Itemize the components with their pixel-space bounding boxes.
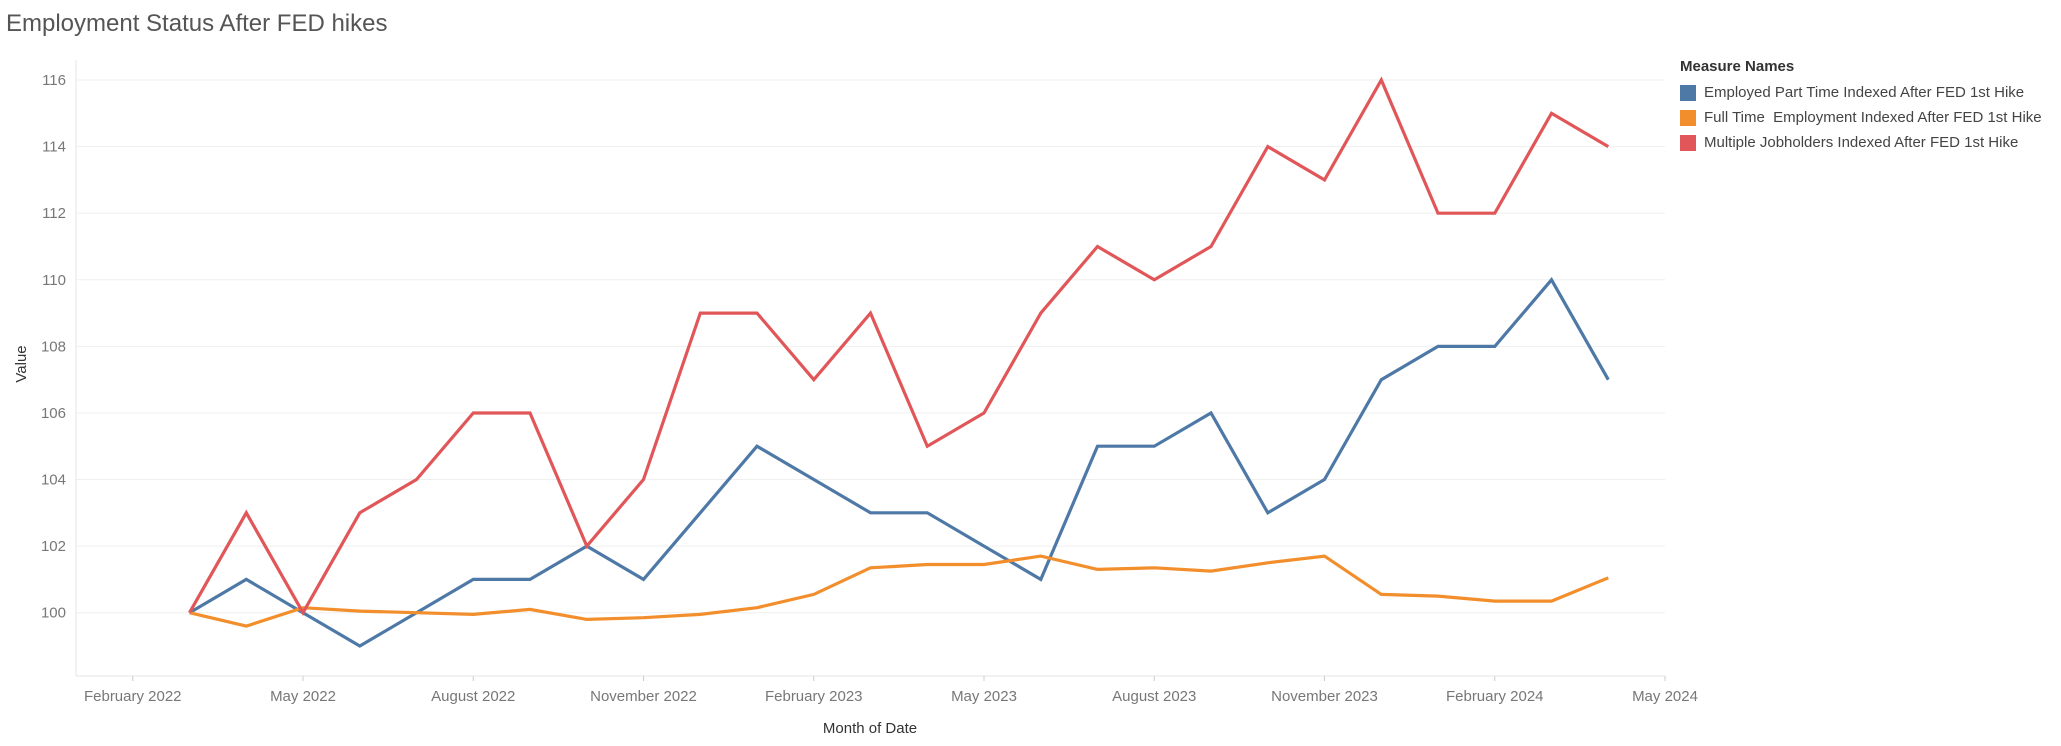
y-tick-label: 102 [41,538,66,555]
gridlines [75,60,1665,677]
legend-label: Employed Part Time Indexed After FED 1st… [1704,84,2025,101]
series-line-2 [189,554,1609,628]
x-tick-label: February 2023 [765,688,863,705]
y-tick-label: 116 [42,72,66,89]
y-tick-label: 108 [41,338,66,355]
y-axis-title: Value [13,345,30,382]
y-axis: 100 102 104 106 108 110 112 114 116 [41,72,66,622]
legend: Measure Names Employed Part Time Indexed… [1680,58,2042,155]
x-axis: February 2022 May 2022 August 2022 November… [84,676,1698,705]
legend-swatch [1680,134,1696,151]
y-tick-label: 100 [41,605,66,622]
y-tick-label: 104 [41,472,66,489]
x-tick-label: August 2022 [431,688,515,705]
y-tick-label: 114 [42,139,66,156]
x-tick-label: February 2022 [84,688,182,705]
y-tick-label: 106 [41,405,66,422]
x-tick-label: May 2022 [270,688,336,705]
x-tick-label: August 2023 [1112,688,1196,705]
x-tick-label: May 2024 [1632,688,1698,705]
legend-items: Employed Part Time Indexed After FED 1st… [1680,80,2042,155]
legend-label: Multiple Jobholders Indexed After FED 1s… [1704,134,2019,151]
legend-item-2[interactable]: Full Time Employment Indexed After FED 1… [1680,105,2042,130]
series-line-3 [188,76,1610,616]
legend-label: Full Time Employment Indexed After FED 1… [1704,109,2042,126]
x-tick-label: November 2023 [1271,688,1378,705]
legend-item-1[interactable]: Employed Part Time Indexed After FED 1st… [1680,80,2042,105]
legend-title: Measure Names [1680,58,1795,75]
y-tick-label: 110 [42,272,66,289]
x-tick-label: November 2022 [590,688,697,705]
y-tick-label: 112 [42,205,66,222]
series-lines [188,76,1610,648]
x-tick-label: May 2023 [951,688,1017,705]
series-line-1 [188,277,1610,648]
legend-swatch [1680,109,1696,126]
chart-title: Employment Status After FED hikes [6,10,388,37]
legend-swatch [1680,84,1696,101]
legend-item-3[interactable]: Multiple Jobholders Indexed After FED 1s… [1680,130,2042,155]
x-axis-title: Month of Date [823,720,917,737]
x-tick-label: February 2024 [1446,688,1544,705]
